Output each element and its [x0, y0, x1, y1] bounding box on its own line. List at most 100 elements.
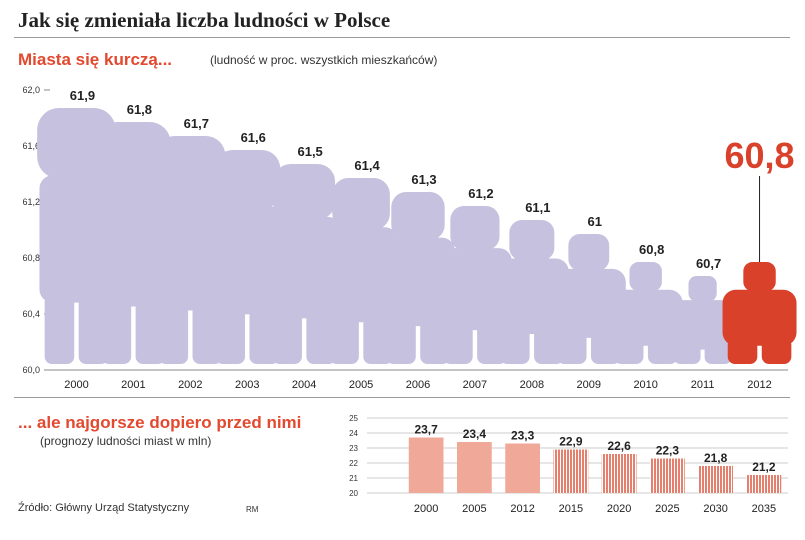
person-leg: [135, 298, 166, 364]
person-head: [214, 150, 281, 210]
y-tick-label: 25: [349, 414, 358, 423]
section-divider: [14, 397, 790, 398]
person-head: [273, 164, 336, 220]
x-tick-label: 2001: [121, 379, 145, 391]
x-tick-label: 2004: [292, 379, 316, 391]
forecast-bar: [553, 449, 589, 493]
author-initials: RM: [246, 505, 259, 514]
bottom-chart-note: (prognozy ludności miast w mln): [40, 434, 212, 448]
x-tick-label: 2010: [633, 379, 657, 391]
person-leg: [306, 310, 336, 364]
person-leg: [761, 337, 792, 364]
x-tick-label: 2000: [64, 379, 88, 391]
x-tick-label: 2012: [510, 503, 534, 515]
x-tick-label: 2005: [462, 503, 486, 515]
source-note: Źródło: Główny Urząd Statystyczny: [18, 502, 190, 514]
person-leg: [101, 298, 132, 364]
person-head: [629, 262, 662, 292]
y-tick-label: 22: [349, 459, 358, 468]
data-label: 23,3: [511, 429, 535, 443]
y-tick-label: 61,6: [22, 141, 40, 151]
bar: [505, 443, 540, 493]
person-silhouette: [324, 178, 399, 364]
person-leg: [556, 329, 587, 364]
y-tick-label: 60,0: [22, 365, 40, 375]
y-tick-label: 60,4: [22, 309, 40, 319]
person-leg: [158, 302, 189, 364]
data-label: 21,2: [752, 460, 776, 474]
data-label-highlight: 60,8: [724, 135, 794, 176]
y-tick-label: 23: [349, 444, 358, 453]
y-tick-label: 61,2: [22, 197, 40, 207]
person-head: [332, 178, 390, 230]
data-label: 61,5: [297, 144, 322, 159]
person-silhouette: [551, 234, 626, 364]
person-leg: [44, 294, 75, 364]
person-leg: [443, 322, 473, 364]
person-leg: [329, 314, 359, 364]
person-leg: [78, 294, 109, 364]
data-label: 61,9: [70, 88, 95, 103]
person-body: [494, 258, 569, 334]
bottom-chart-heading: ... ale najgorsze dopiero przed nimi: [18, 413, 302, 432]
person-leg: [477, 322, 507, 364]
x-tick-label: 2000: [414, 503, 438, 515]
person-silhouette: [722, 262, 797, 364]
person-body: [153, 196, 228, 311]
y-tick-label: 20: [349, 489, 358, 498]
person-body: [381, 237, 455, 327]
data-label: 23,7: [414, 423, 438, 437]
data-label: 21,8: [704, 451, 728, 465]
data-label: 61,8: [127, 102, 152, 117]
person-silhouette: [153, 136, 228, 364]
x-tick-label: 2003: [235, 379, 259, 391]
person-leg: [192, 302, 223, 364]
person-silhouette: [608, 262, 683, 364]
person-body: [210, 206, 285, 315]
person-leg: [215, 306, 246, 364]
person-head: [96, 122, 171, 189]
bar: [408, 437, 444, 493]
person-leg: [386, 318, 416, 364]
forecast-bar: [746, 475, 782, 493]
title-divider: [14, 37, 790, 38]
person-leg: [534, 326, 564, 364]
data-label: 61,2: [468, 186, 493, 201]
person-silhouette: [437, 206, 512, 364]
person-head: [568, 234, 610, 271]
person-silhouette: [37, 108, 116, 364]
person-leg: [500, 326, 530, 364]
x-tick-label: 2035: [752, 503, 776, 515]
x-tick-label: 2011: [691, 379, 715, 391]
person-head: [37, 108, 116, 179]
person-head: [743, 262, 776, 292]
bar: [457, 442, 492, 493]
x-tick-label: 2015: [559, 503, 583, 515]
person-leg: [704, 341, 732, 364]
data-label: 61: [588, 214, 602, 229]
x-tick-label: 2020: [607, 503, 631, 515]
data-label: 61,6: [241, 130, 266, 145]
person-leg: [727, 337, 758, 364]
person-body: [267, 216, 342, 319]
page-title: Jak się zmieniała liczba ludności w Pols…: [18, 8, 391, 32]
person-body: [551, 268, 626, 338]
x-tick-label: 2012: [747, 379, 771, 391]
data-label: 61,7: [184, 116, 209, 131]
x-tick-label: 2005: [349, 379, 373, 391]
y-tick-label: 24: [349, 429, 358, 438]
x-tick-label: 2030: [703, 503, 727, 515]
x-tick-label: 2025: [655, 503, 679, 515]
forecast-bar: [650, 458, 685, 493]
top-chart-heading: Miasta się kurczą...: [18, 50, 173, 69]
person-leg: [613, 337, 644, 364]
person-leg: [272, 310, 302, 364]
data-label: 61,1: [525, 200, 550, 215]
data-label: 60,8: [639, 242, 664, 257]
data-label: 61,3: [411, 172, 436, 187]
person-silhouette: [96, 122, 171, 364]
person-body: [96, 185, 171, 307]
data-label: 60,7: [696, 256, 721, 271]
person-body: [608, 289, 683, 346]
